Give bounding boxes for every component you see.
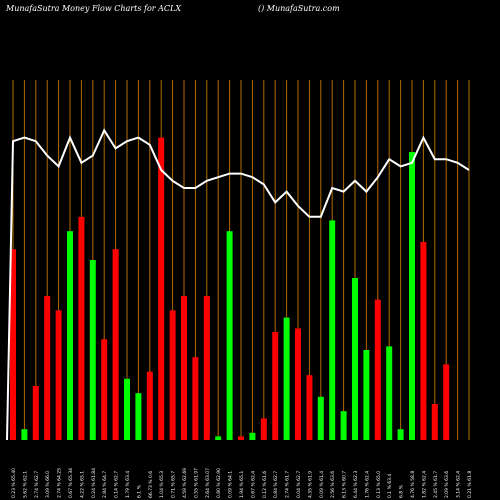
x-tick-label: 0.24 % 61.84 [91, 468, 97, 498]
money-flow-bar [21, 429, 28, 440]
money-flow-bar [306, 375, 313, 440]
money-flow-bar [238, 436, 244, 440]
bars [10, 137, 450, 440]
money-flow-bar [386, 346, 393, 440]
x-tick-label: 5.62 % 62.1 [22, 471, 28, 498]
money-flow-bar [55, 310, 62, 440]
x-tick-label: 2.84 % 64.7 [102, 471, 108, 498]
money-flow-bar [374, 299, 381, 440]
x-tick-label: 2.74 % 61.7 [285, 471, 291, 498]
money-flow-bar [146, 371, 153, 440]
x-tick-label: 0.12 % 61.6 [262, 471, 268, 498]
x-tick-label: 1.76 % 62.4 [364, 471, 370, 498]
money-flow-bar [67, 231, 73, 440]
x-tick-label: 0.71 % 65.7 [171, 471, 177, 498]
money-flow-bar [89, 260, 96, 440]
x-tick-label: 0.1 % 63.4 [387, 474, 393, 498]
x-tick-label: 1.82 % 62.4 [421, 471, 427, 498]
money-flow-bar [329, 220, 336, 440]
money-flow-bar [249, 432, 256, 440]
x-tick-label: 0.14 % 62.7 [114, 471, 120, 498]
x-tick-label: 6.44 % 62.3 [353, 471, 359, 498]
money-flow-bar [169, 310, 176, 440]
money-flow-bar [44, 296, 51, 440]
money-flow-bar [272, 332, 279, 440]
x-tick-label: 0.21 % 61.8 [467, 471, 473, 498]
x-tick-label: 4.22 % 65.1 [79, 471, 85, 498]
money-flow-bar [135, 393, 142, 440]
x-tick-label: 6.13 % 60.7 [342, 471, 348, 498]
x-tick-label: 2.45 % 61.7 [433, 471, 439, 498]
money-flow-bar [203, 296, 210, 440]
money-flow-bar [340, 411, 347, 440]
x-tick-label: 1.79 % 63.4 [125, 471, 131, 498]
money-flow-bar [295, 328, 301, 440]
money-flow-bar [215, 436, 222, 440]
money-flow-bar [443, 364, 450, 440]
money-flow-bar [397, 429, 404, 440]
money-flow-bar [181, 296, 187, 440]
x-tick-label: 1.04 % 65.3 [159, 471, 165, 498]
x-tick-label: 4.76 % 58.8 [410, 471, 416, 498]
x-tick-label: 0.09 % 64.1 [228, 471, 234, 498]
money-flow-bar [431, 404, 438, 440]
money-flow-bar [101, 339, 108, 440]
x-tick-label: 0.55 % 61.97 [193, 468, 199, 498]
money-flow-bar [317, 396, 324, 440]
x-tick-label: 0.13 % 65.0 [376, 471, 382, 498]
x-tick-label: 0.23 % 65.40 [11, 468, 17, 498]
money-flow-bar [192, 357, 199, 440]
money-flow-bar [158, 137, 165, 440]
money-flow-bar [352, 278, 358, 440]
x-tick-label: 6.8 % [399, 484, 405, 498]
money-flow-bar [124, 378, 130, 440]
x-tick-label: 2.09 % 63.6 [444, 471, 450, 498]
money-flow-bar [226, 231, 233, 440]
money-flow-bar [78, 216, 85, 440]
x-tick-label: 2.74 % 64.25 [57, 468, 63, 498]
money-flow-bar [32, 386, 39, 440]
money-flow-bar [260, 418, 267, 440]
x-tick-label: 2.64 % 63.07 [205, 468, 211, 498]
x-tick-label: 1.94 % 65.1 [239, 471, 245, 498]
x-tick-label: 2.74 % 62.7 [34, 471, 40, 498]
x-tick-label: 4.35 % 61.9 [307, 471, 313, 498]
x-tick-label: 0.67 % 62.4 [250, 471, 256, 498]
money-flow-bar [283, 317, 290, 440]
money-flow-bar [409, 152, 415, 440]
x-tick-label: 0.09 % 61.4 [319, 471, 325, 498]
money-flow-line [6, 128, 470, 441]
x-tick-label: 6.1 % [136, 484, 142, 498]
x-tick-label: 4.59 % 62.69 [182, 468, 188, 498]
x-tick-label: 0.80 % 62.90 [216, 468, 222, 498]
money-flow-bar [112, 249, 119, 440]
x-tick-label: 0.04 % 62.7 [296, 471, 302, 498]
chart-title: MunafaSutra Money Flow Charts for ACLX [6, 4, 182, 13]
money-flow-bar [10, 249, 16, 440]
x-tick-label: 0.84 % 62.7 [273, 471, 279, 498]
x-tick-label: 66.73 % 0.6 [148, 471, 154, 498]
money-flow-line-path [6, 128, 470, 441]
x-tick-label: 3.09 % 66.0 [45, 471, 51, 498]
x-tick-label: 2.56 % 63.6 [330, 471, 336, 498]
x-tick-labels: 0.23 % 65.40 5.62 % 62.1 2.74 % 62.7 3.09 %… [11, 468, 473, 498]
x-tick-label: 0.67 % 65.34 [68, 468, 74, 498]
x-tick-label: 3.14 % 62.4 [456, 471, 462, 498]
money-flow-bar [420, 242, 427, 440]
site-credit: () MunafaSutra.com [258, 4, 340, 13]
money-flow-bar [363, 350, 370, 440]
